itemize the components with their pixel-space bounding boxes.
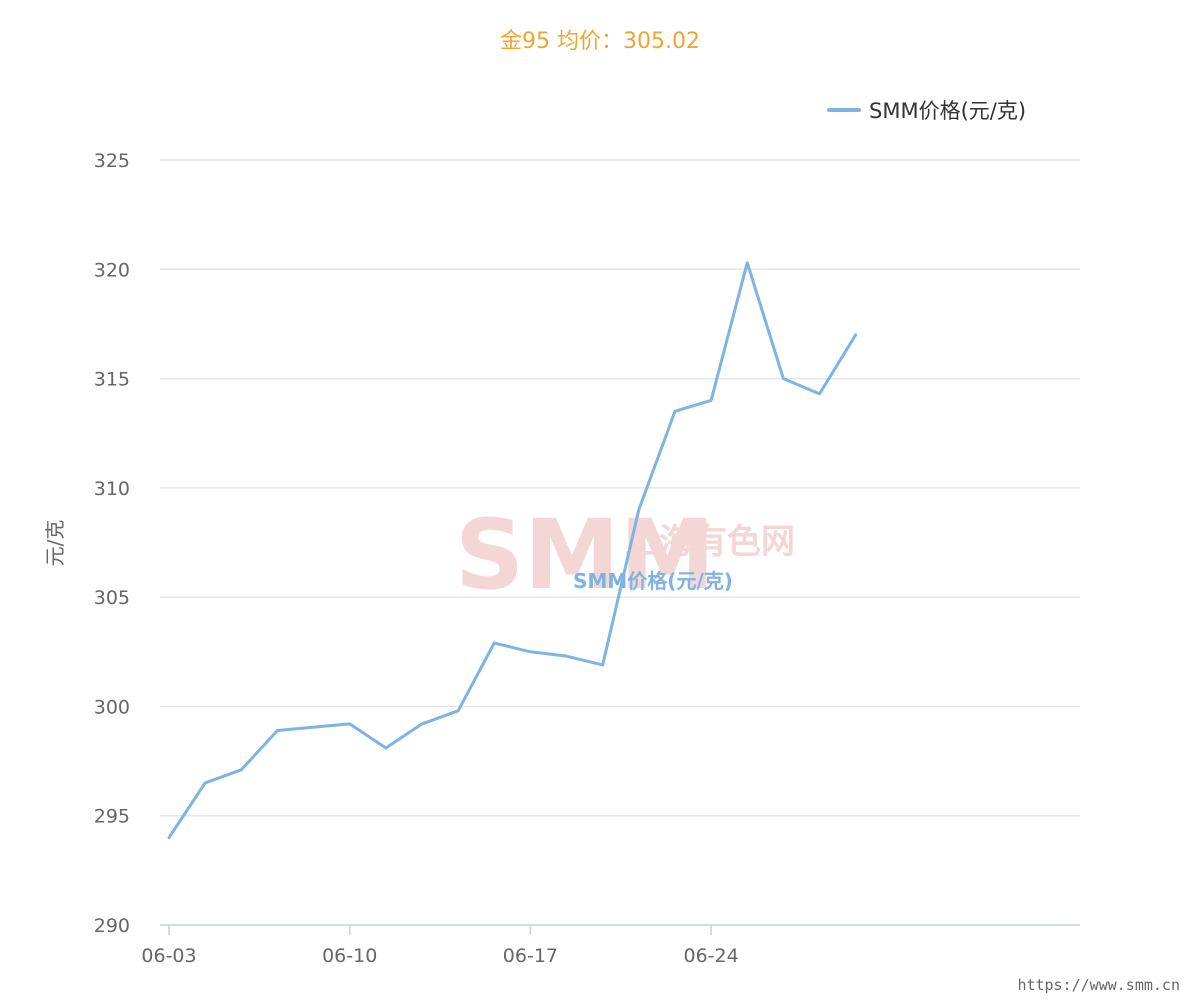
- x-tick-label: 06-17: [503, 945, 558, 967]
- data-point[interactable]: [635, 506, 643, 514]
- data-point[interactable]: [418, 720, 426, 728]
- x-tick-label: 06-10: [322, 945, 377, 967]
- footer-url[interactable]: https://www.smm.cn: [1017, 976, 1180, 994]
- y-axis-ticks: 290 295 300 305 310 315 320 325: [94, 150, 130, 937]
- series-label: SMM价格(元/克): [573, 569, 733, 593]
- watermark: SMM 上海有色网: [455, 499, 795, 611]
- legend-label: SMM价格(元/克): [869, 99, 1026, 123]
- watermark-brand: 上海有色网: [625, 522, 795, 562]
- chart-title: 金95 均价：305.02: [500, 29, 700, 54]
- y-tick-label: 310: [94, 478, 130, 500]
- watermark-logo: SMM: [455, 499, 715, 611]
- data-point[interactable]: [779, 375, 787, 383]
- data-point[interactable]: [599, 661, 607, 669]
- data-point[interactable]: [237, 766, 245, 774]
- x-tick-label: 06-03: [141, 945, 196, 967]
- y-tick-label: 320: [94, 259, 130, 281]
- legend[interactable]: SMM价格(元/克): [827, 99, 1026, 123]
- y-tick-label: 290: [94, 915, 130, 937]
- y-tick-label: 325: [94, 150, 130, 172]
- data-point[interactable]: [707, 396, 715, 404]
- y-axis-title: 元/克: [43, 520, 67, 567]
- grid-lines: [160, 159, 1080, 817]
- data-point[interactable]: [852, 331, 860, 339]
- y-tick-label: 295: [94, 806, 130, 828]
- data-point[interactable]: [382, 744, 390, 752]
- y-tick-label: 300: [94, 696, 130, 718]
- x-axis: 06-03 06-10 06-17 06-24: [141, 924, 1080, 967]
- data-point[interactable]: [743, 259, 751, 267]
- data-point[interactable]: [816, 390, 824, 398]
- data-point[interactable]: [165, 834, 173, 842]
- data-point[interactable]: [273, 726, 281, 734]
- data-point[interactable]: [454, 707, 462, 715]
- data-point[interactable]: [563, 652, 571, 660]
- y-tick-label: 305: [94, 587, 130, 609]
- series-line: [167, 261, 858, 840]
- data-point[interactable]: [526, 648, 534, 656]
- data-point[interactable]: [671, 407, 679, 415]
- x-tick-label: 06-24: [683, 945, 738, 967]
- data-point[interactable]: [490, 639, 498, 647]
- data-point[interactable]: [346, 720, 354, 728]
- data-point[interactable]: [201, 779, 209, 787]
- y-tick-label: 315: [94, 369, 130, 391]
